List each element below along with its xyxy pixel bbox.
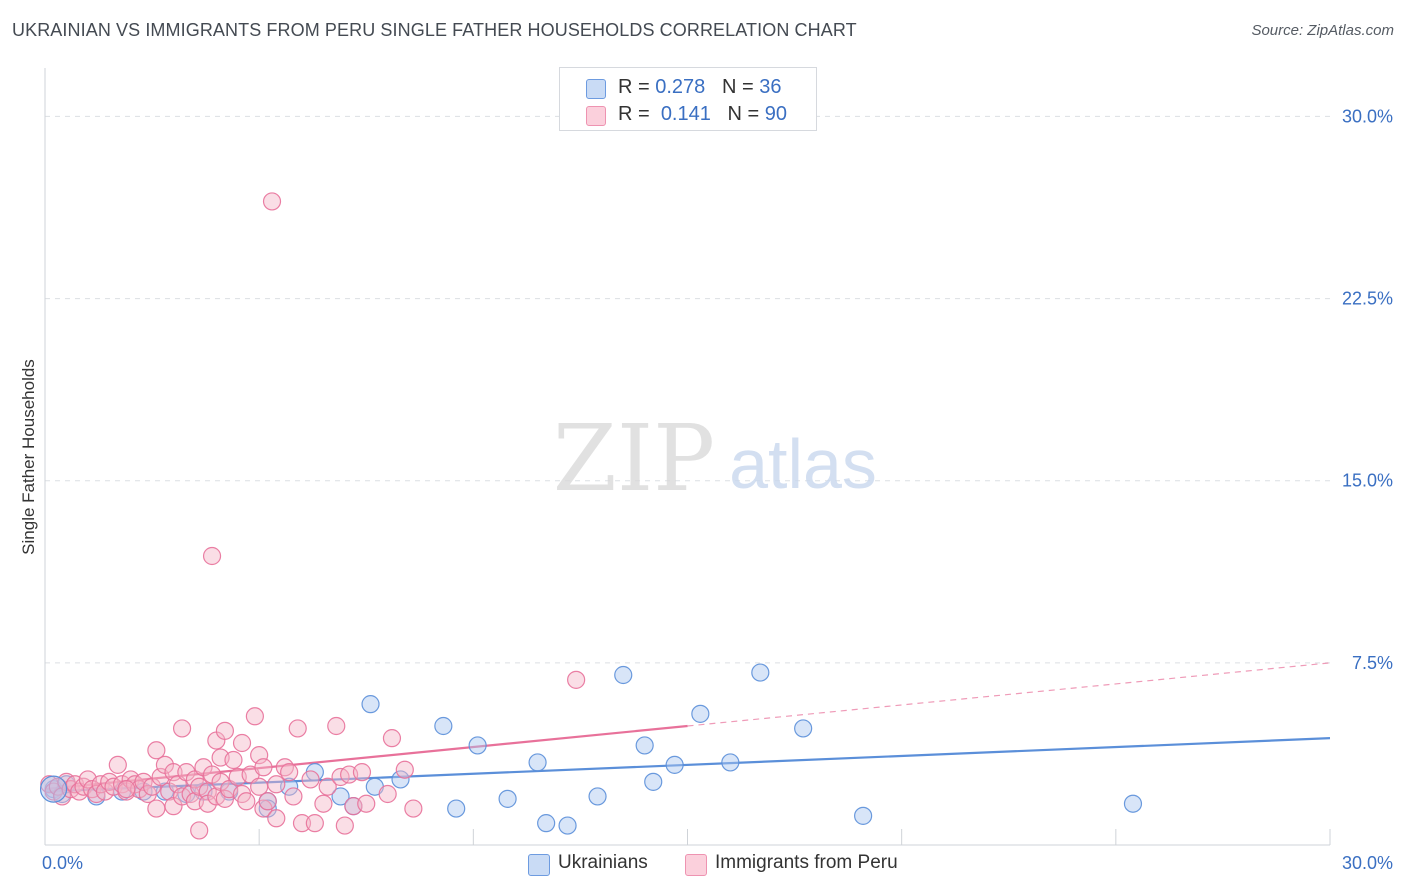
ukrainian-point xyxy=(447,799,466,818)
peru-point xyxy=(147,799,166,818)
ukrainian-point xyxy=(468,736,487,755)
peru-point xyxy=(117,780,136,799)
peru-point xyxy=(288,719,307,738)
peru-point xyxy=(108,755,127,774)
legend-n-value: 90 xyxy=(764,103,788,125)
peru-point xyxy=(202,546,222,566)
peru-point xyxy=(232,733,252,753)
data-points xyxy=(39,192,1143,840)
y-axis-label: Single Father Households xyxy=(19,359,38,555)
peru-point xyxy=(262,192,282,211)
grid xyxy=(45,115,1330,664)
peru-point xyxy=(245,707,264,726)
peru-point xyxy=(382,729,402,748)
peru-point xyxy=(567,670,586,689)
peru-point xyxy=(95,782,115,801)
peru-point xyxy=(378,784,397,804)
legend-r-value: 0.278 xyxy=(655,76,706,98)
legend-swatch-ukrainians xyxy=(586,79,606,99)
ukrainian-point xyxy=(39,775,68,803)
x-tick-label: 30.0% xyxy=(1342,853,1393,873)
peru-point xyxy=(314,794,333,813)
ukrainian-point xyxy=(498,789,517,808)
ukrainian-point xyxy=(331,787,350,806)
peru-point xyxy=(318,777,337,796)
correlation-legend: R = 0.278 N = 36 R = 0.141 N = 90 xyxy=(559,67,817,131)
peru-point xyxy=(254,758,273,777)
peru-point xyxy=(292,814,312,833)
chart-title: UKRAINIAN VS IMMIGRANTS FROM PERU SINGLE… xyxy=(12,20,857,40)
ukrainian-point xyxy=(391,770,410,789)
peru-point xyxy=(357,794,376,813)
legend-r-label: R = xyxy=(618,103,656,125)
peru-point xyxy=(395,760,414,779)
peru-point xyxy=(250,746,269,765)
peru-point xyxy=(267,775,286,794)
legend-n-value: 36 xyxy=(759,76,782,98)
peru-point xyxy=(267,809,286,828)
peru-point xyxy=(215,721,234,740)
peru-point xyxy=(224,750,243,770)
y-tick-label: 15.0% xyxy=(1342,471,1393,491)
peru-point xyxy=(147,741,166,760)
legend-swatch-peru xyxy=(586,106,606,126)
x-tick-label: 0.0% xyxy=(42,853,83,873)
ukrainian-point xyxy=(644,772,663,791)
ukrainian-point xyxy=(537,814,556,833)
ukrainian-point xyxy=(721,753,740,772)
ukrainian-point xyxy=(854,806,873,825)
peru-trend-extension xyxy=(687,662,1331,727)
peru-point xyxy=(258,792,277,811)
legend-n-label: N = xyxy=(727,103,765,125)
ukrainian-point xyxy=(614,665,633,685)
watermark: ZIP atlas xyxy=(553,405,877,512)
ukrainian-trend-line xyxy=(44,737,1331,793)
bottom-legend-swatch-peru xyxy=(685,854,707,876)
ukrainian-point xyxy=(635,736,654,755)
watermark-atlas: atlas xyxy=(729,425,877,503)
peru-point xyxy=(190,777,209,796)
peru-point xyxy=(215,789,234,808)
source-label: Source: ZipAtlas.com xyxy=(1251,22,1394,39)
peru-point xyxy=(352,763,372,782)
ukrainian-point xyxy=(1123,794,1143,813)
peru-point xyxy=(335,816,354,835)
ukrainian-point xyxy=(361,695,380,714)
ukrainian-point xyxy=(691,704,710,723)
peru-point xyxy=(134,772,153,791)
ukrainian-point xyxy=(794,719,813,738)
peru-point xyxy=(237,792,256,811)
axes: 7.5% 15.0% 22.5% 30.0% 0.0% 30.0% xyxy=(42,68,1393,873)
bottom-legend-label: Immigrants from Peru xyxy=(715,852,898,873)
ukrainian-point xyxy=(588,787,607,806)
peru-point xyxy=(301,770,320,789)
legend-r-label: R = xyxy=(618,76,656,98)
ukrainian-point xyxy=(528,753,547,772)
bottom-legend-label: Ukrainians xyxy=(558,852,648,873)
ukrainian-point xyxy=(434,716,453,736)
y-tick-label: 22.5% xyxy=(1342,289,1393,309)
bottom-legend-swatch-ukrainians xyxy=(528,854,550,876)
peru-point xyxy=(164,763,183,782)
ukrainian-point xyxy=(751,663,770,682)
legend-n-label: N = xyxy=(721,76,760,98)
peru-point xyxy=(280,763,299,782)
peru-point xyxy=(190,821,209,840)
y-tick-label: 30.0% xyxy=(1342,106,1393,126)
ukrainian-point xyxy=(665,755,684,774)
peru-point xyxy=(404,799,423,818)
peru-point xyxy=(172,719,192,738)
peru-point xyxy=(284,787,303,806)
y-tick-label: 7.5% xyxy=(1352,653,1393,673)
peru-point xyxy=(305,814,324,833)
watermark-zip: ZIP xyxy=(553,405,715,512)
peru-point xyxy=(327,716,346,736)
ukrainian-point xyxy=(558,816,577,835)
legend-r-value: 0.141 xyxy=(660,103,711,125)
